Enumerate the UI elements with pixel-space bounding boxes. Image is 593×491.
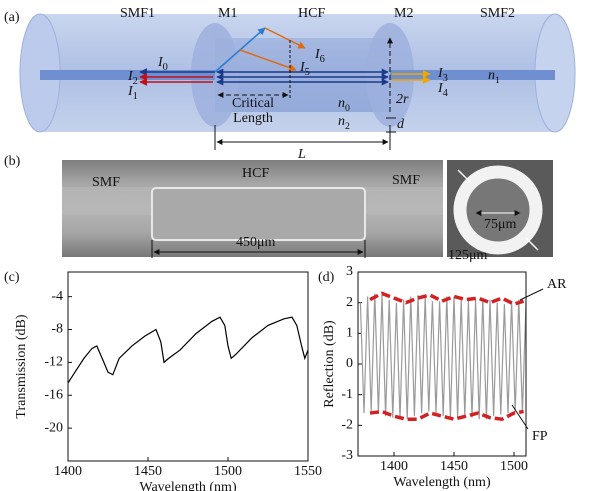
annotation-pointer [519, 288, 544, 301]
annotation: FP [532, 429, 548, 444]
subscript: 6 [320, 54, 325, 65]
dimension-label: 2r [396, 92, 409, 107]
data-line [67, 316, 309, 384]
schematic [19, 13, 576, 150]
section-label: M2 [394, 6, 413, 21]
plot-frame [357, 271, 527, 457]
region-label: SMF [92, 175, 120, 190]
x-axis-label: Wavelength (nm) [393, 475, 491, 490]
dimension-label: d [397, 117, 405, 132]
data-line [369, 409, 524, 422]
index-label: n1 [488, 68, 500, 86]
y-tick-label: 1 [346, 326, 353, 341]
y-tick-label: -2 [341, 418, 353, 433]
y-tick-label: -8 [51, 322, 63, 337]
y-axis-label: Transmission (dB) [14, 314, 29, 418]
x-axis-label: Wavelength (nm) [139, 480, 237, 491]
panel-label: (a) [4, 10, 20, 25]
critical-length-label: Critical [232, 96, 274, 111]
inner-diameter-label: 75μm [484, 217, 517, 232]
symbol: I [127, 84, 134, 99]
symbol: I [299, 60, 306, 75]
subscript: 1 [495, 75, 500, 86]
symbol: I [157, 55, 164, 70]
intensity-label: I4 [437, 81, 449, 99]
plot-frame [67, 271, 309, 462]
y-tick-label: -3 [341, 448, 353, 463]
section-label: SMF1 [120, 6, 155, 21]
x-tick-label: 1450 [134, 464, 162, 479]
x-tick-label: 1550 [294, 464, 322, 479]
outer-diameter-label: 125μm [448, 248, 488, 263]
y-tick-label: 2 [346, 295, 353, 310]
intensity-label: I1 [127, 84, 138, 102]
subscript: 3 [443, 73, 448, 84]
section-label: HCF [298, 6, 325, 21]
x-tick-label: 1500 [500, 459, 528, 474]
annotation: AR [547, 277, 567, 292]
subscript: 5 [305, 67, 310, 78]
y-tick-label: 3 [346, 264, 353, 279]
beam-i5 [239, 49, 297, 72]
critical-length-label: Length [233, 111, 273, 126]
dimension-label: L [297, 147, 306, 162]
subscript: 2 [345, 121, 350, 132]
intensity-label: I5 [299, 60, 310, 78]
y-tick-label: -16 [44, 387, 63, 402]
symbol: I [314, 47, 321, 62]
y-tick-label: -4 [51, 289, 63, 304]
y-tick-label: -12 [44, 355, 63, 370]
symbol: n [338, 114, 345, 129]
index-label: n0 [338, 96, 350, 114]
subscript: 4 [443, 88, 449, 99]
symbol: I [437, 66, 444, 81]
region-label: HCF [242, 166, 269, 181]
panel-label: (d) [318, 270, 335, 285]
subscript: 2 [133, 76, 138, 87]
panel-label: (b) [4, 154, 21, 169]
outer-arrow [525, 237, 539, 251]
symbol: I [127, 69, 134, 84]
intensity-label: I0 [157, 55, 168, 73]
subscript: 0 [345, 103, 350, 114]
intensity-label: I3 [437, 66, 448, 84]
symbol: I [437, 81, 444, 96]
hcf-section [151, 187, 366, 241]
y-tick-label: 0 [346, 356, 353, 371]
x-tick-label: 1400 [54, 464, 82, 479]
x-tick-label: 1500 [214, 464, 242, 479]
core [390, 70, 555, 80]
y-tick-label: -20 [44, 420, 63, 435]
micrograph [62, 160, 553, 258]
length-label: 450μm [236, 235, 276, 250]
region-label: SMF [392, 173, 420, 188]
data-line [359, 293, 527, 420]
section-label: M1 [218, 6, 237, 21]
intensity-label: I2 [127, 69, 138, 87]
section-label: SMF2 [480, 6, 515, 21]
panel-label: (c) [4, 270, 20, 285]
index-label: n2 [338, 114, 350, 132]
core [40, 70, 215, 80]
symbol: n [338, 96, 345, 111]
subscript: 1 [133, 91, 138, 102]
x-tick-label: 1400 [380, 459, 408, 474]
hcf-ring [453, 165, 543, 255]
y-tick-label: -1 [341, 387, 353, 402]
beam-i6 [264, 27, 306, 49]
outer-arrow [457, 169, 471, 183]
symbol: n [488, 68, 495, 83]
annotation-pointer [511, 404, 529, 430]
intensity-label: I6 [314, 47, 325, 65]
subscript: 0 [163, 62, 168, 73]
x-tick-label: 1450 [440, 459, 468, 474]
data-line [369, 291, 525, 307]
y-axis-label: Reflection (dB) [322, 320, 337, 408]
